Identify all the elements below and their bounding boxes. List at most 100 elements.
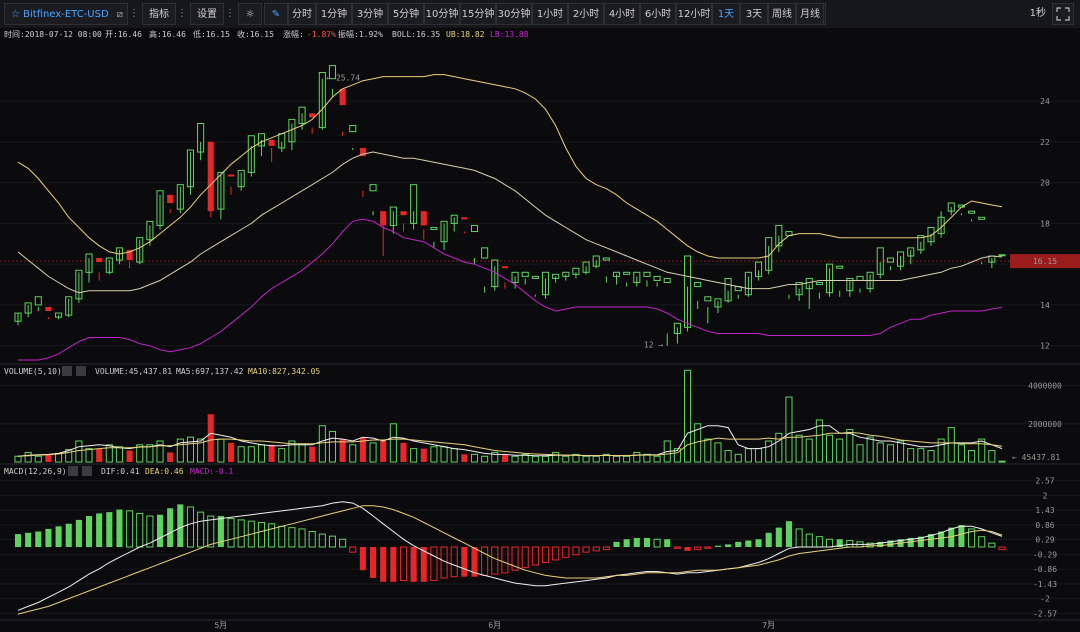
candle-body [704,296,712,302]
volume-bar [237,446,245,463]
volume-bar [623,455,631,463]
macd-dif: DIF:0.41 [101,467,140,476]
candle-body [75,269,83,300]
candle-body [34,296,42,306]
macd-tick-label: 2 [1043,491,1048,500]
volume-ma5-line [17,425,1003,457]
volume-value: VOLUME:45,437.81 [95,367,172,376]
theme-toggle-icon[interactable]: ☼ [238,3,262,25]
compare-icon[interactable]: ⧄ [116,9,123,20]
macd-hist-bar [25,532,32,547]
fullscreen-icon[interactable] [1052,3,1074,25]
info-change-value: -1.87% [307,30,336,39]
volume-ma10: MA10:827,342.05 [248,367,320,376]
refresh-rate-label[interactable]: 1秒 [1029,8,1046,19]
candle-body [826,263,834,294]
interval-9[interactable]: 4小时 [604,3,640,25]
interval-11[interactable]: 12小时 [676,3,712,25]
candle-body [126,249,133,261]
volume-bar [207,414,214,462]
current-price-tag [1010,254,1080,269]
candle-body [430,226,438,230]
candle-body [815,282,823,286]
candle-body [572,267,580,275]
interval-2[interactable]: 3分钟 [352,3,388,25]
candle-body [24,302,32,314]
candle-body [501,266,508,269]
interval-10[interactable]: 6小时 [640,3,676,25]
interval-15[interactable]: 月线 [796,3,824,25]
volume-bar [947,427,955,463]
macd-header: MACD(12,26,9) DIF:0.41 DEA:0.46 MACD:-0.… [4,466,234,476]
candle-body [917,235,925,251]
interval-3[interactable]: 5分钟 [388,3,424,25]
candle-body [886,257,894,263]
macd-tick-label: -2 [1040,595,1050,604]
volume-bar [318,425,326,463]
candle-body [876,247,884,275]
macd-hist-bar [167,508,174,547]
candle-body [217,171,225,210]
macd-hist-bar [643,537,650,547]
macd-tick-label: 1.43 [1035,506,1054,515]
interval-13[interactable]: 3天 [740,3,768,25]
candle-body [795,282,803,296]
interval-1[interactable]: 1分钟 [316,3,352,25]
candle-body [592,255,600,267]
candle-body [541,271,550,296]
macd-hist-bar [877,541,884,547]
info-lb: LB:13.88 [490,30,529,39]
macd-hist-bar [227,518,235,548]
volume-bar [339,439,346,462]
macd-hist-bar [958,525,965,547]
interval-7[interactable]: 1小时 [532,3,568,25]
candle-body [562,271,570,277]
candle-body [491,259,499,288]
macd-settings-icon[interactable] [68,466,78,476]
macd-hist-bar [106,512,113,547]
interval-12[interactable]: 1天 [712,3,740,25]
candle-body [663,277,671,284]
candle-body [369,184,377,192]
macd-hist-bar [359,547,366,571]
macd-hist-bar [613,541,620,547]
symbol-selector[interactable]: ☆ Bitfinex-ETC-USD ⧄ [4,3,128,25]
interval-6[interactable]: 30分钟 [496,3,532,25]
macd-hist-bar [349,546,357,553]
macd-hist-bar [684,547,691,551]
candle-body [907,247,915,257]
volume-close-icon[interactable] [76,366,86,376]
candle-body [207,141,214,212]
candle-body [602,257,610,261]
macd-hist-bar [420,547,427,582]
interval-8[interactable]: 2小时 [568,3,604,25]
macd-hist-bar [410,547,417,582]
info-ub: UB:18.82 [446,30,485,39]
macd-tick-label: 2.57 [1035,477,1054,486]
volume-bar [673,448,681,463]
interval-0[interactable]: 分时 [288,3,316,25]
star-icon[interactable]: ☆ [11,9,20,20]
indicators-button[interactable]: 指标 [142,3,176,25]
info-change-label: 涨幅: [283,29,304,39]
low-annotation: 12 → [644,341,663,350]
candle-body [694,282,702,288]
volume-bar [552,451,560,463]
chart-canvas[interactable]: 时间:2018-07-12 08:00 开:16.46 高:16.46 低:16… [0,28,1080,632]
macd-close-icon[interactable] [82,466,92,476]
info-amplitude: 振幅:1.92% [338,29,383,39]
volume-settings-icon[interactable] [62,366,72,376]
interval-5[interactable]: 15分钟 [460,3,496,25]
volume-bar [521,453,529,463]
volume-title: VOLUME(5,10) [4,367,62,376]
candle-body [470,224,479,233]
candle-body [968,210,976,214]
interval-14[interactable]: 周线 [768,3,796,25]
macd-hist-bar [156,514,164,547]
candle-body [380,211,387,226]
settings-button[interactable]: 设置 [190,3,224,25]
candle-body [836,265,844,269]
candle-body [653,275,661,281]
interval-4[interactable]: 10分钟 [424,3,460,25]
draw-pencil-icon[interactable]: ✎ [264,3,288,25]
